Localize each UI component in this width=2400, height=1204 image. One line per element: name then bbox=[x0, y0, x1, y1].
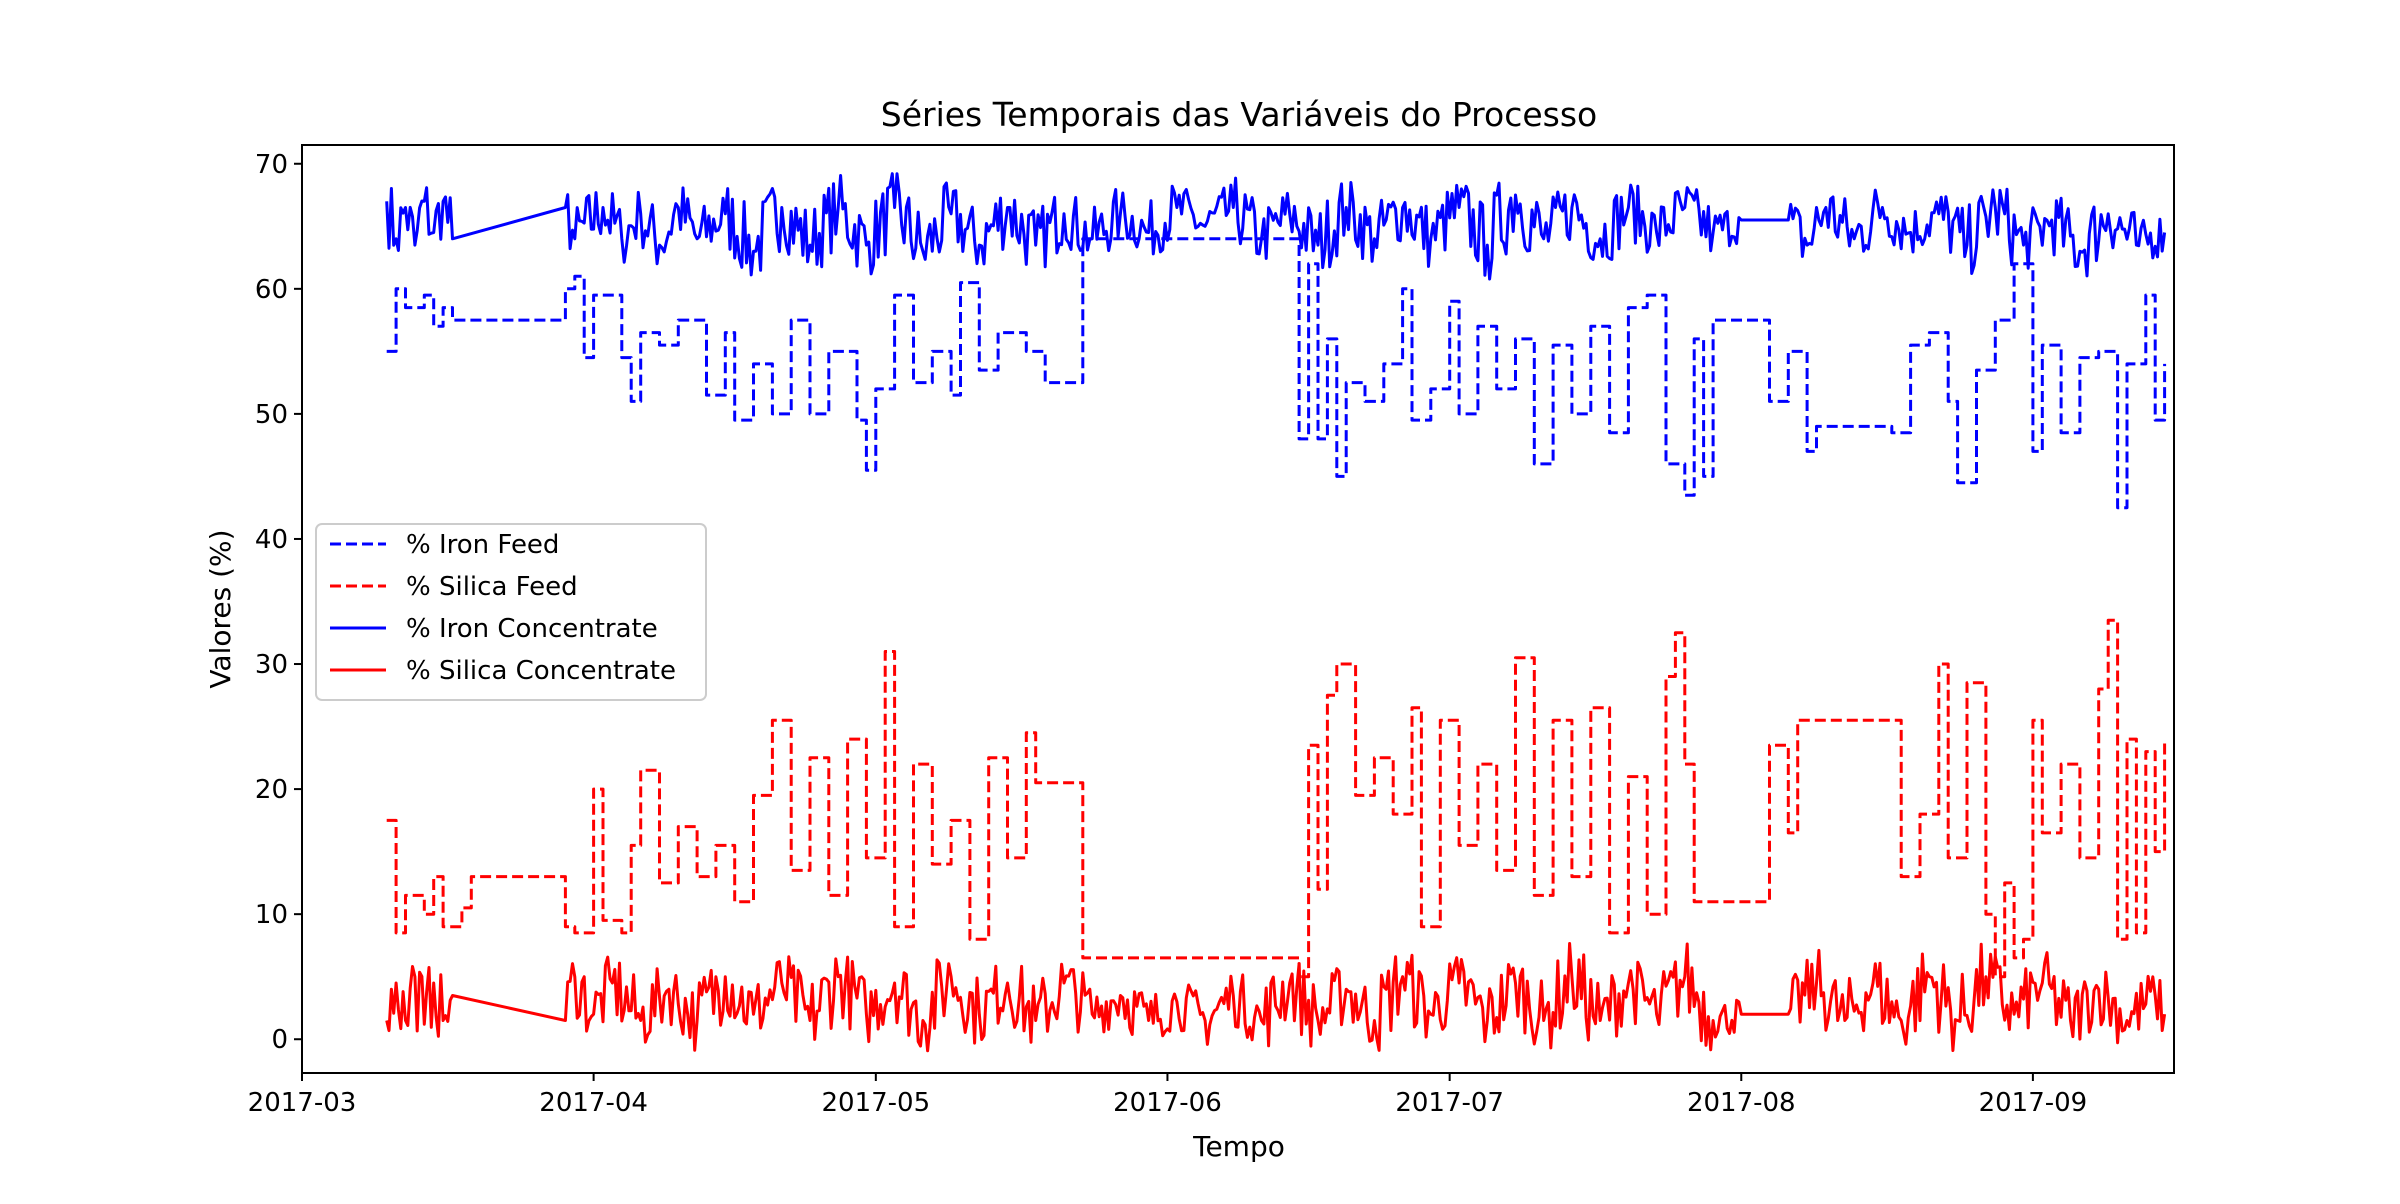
plot-frame bbox=[301, 144, 2175, 1074]
x-tick-label: 2017-04 bbox=[539, 1088, 648, 1118]
series-line-1 bbox=[386, 237, 2167, 510]
y-tick-label: 20 bbox=[255, 775, 288, 805]
y-axis-label: Valores (%) bbox=[204, 529, 237, 688]
x-tick-label: 2017-05 bbox=[822, 1088, 931, 1118]
y-tick-label: 60 bbox=[255, 275, 288, 305]
y-tick-label: 30 bbox=[255, 650, 288, 680]
y-tick-label: 50 bbox=[255, 400, 288, 430]
x-tick-label: 2017-06 bbox=[1113, 1088, 1222, 1118]
series-line-2 bbox=[386, 618, 2167, 979]
y-tick-label: 10 bbox=[255, 900, 288, 930]
x-tick-label: 2017-03 bbox=[248, 1088, 357, 1118]
x-tick-label: 2017-08 bbox=[1687, 1088, 1796, 1118]
chart-title: Séries Temporais das Variáveis do Proces… bbox=[881, 95, 1597, 134]
x-tick-label: 2017-07 bbox=[1395, 1088, 1504, 1118]
series-line-4 bbox=[385, 942, 2167, 1053]
legend-label: % Silica Concentrate bbox=[406, 656, 676, 686]
legend-label: % Silica Feed bbox=[406, 572, 578, 602]
legend-label: % Iron Feed bbox=[406, 530, 559, 560]
y-axis-ticks: 0 10 20 30 40 50 60 70 bbox=[255, 150, 302, 1055]
legend-label: % Iron Concentrate bbox=[406, 614, 658, 644]
series-layer bbox=[385, 172, 2167, 1053]
x-axis-label: Tempo bbox=[1192, 1130, 1285, 1163]
y-tick-label: 0 bbox=[271, 1025, 288, 1055]
legend: % Iron Feed % Silica Feed % Iron Concentra… bbox=[315, 523, 707, 701]
y-tick-label: 40 bbox=[255, 525, 288, 555]
y-tick-label: 70 bbox=[255, 150, 288, 180]
series-line-3 bbox=[385, 172, 2167, 281]
x-axis-ticks: 2017-03 2017-04 2017-05 2017-06 2017-07 2017-… bbox=[248, 1073, 2088, 1118]
legend-box bbox=[315, 523, 707, 701]
x-tick-label: 2017-09 bbox=[1979, 1088, 2088, 1118]
